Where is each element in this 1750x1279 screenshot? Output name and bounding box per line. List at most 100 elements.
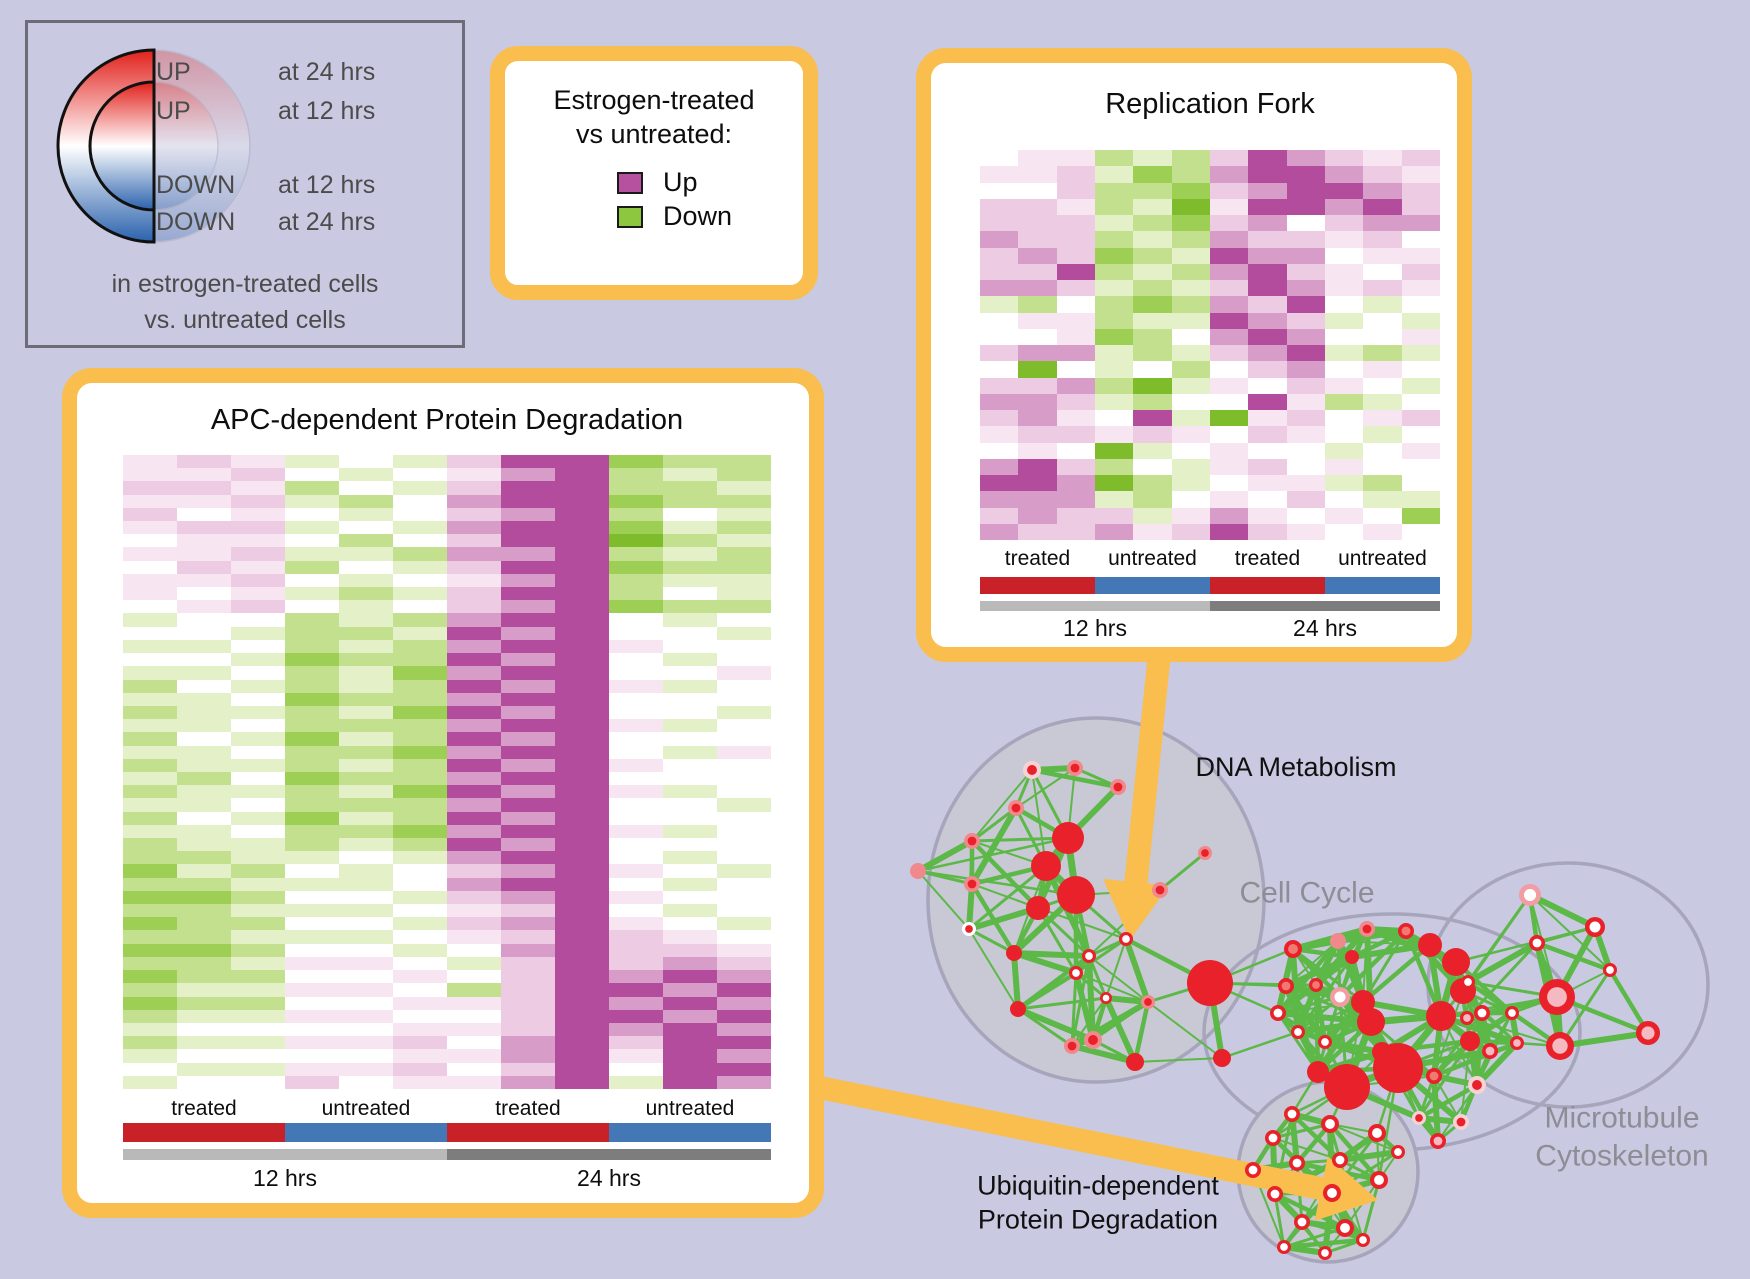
heatmap-cell [1286,247,1325,264]
heatmap-cell [1209,166,1249,183]
heatmap-cell [231,639,285,654]
heatmap-cell [1401,442,1440,459]
heatmap-cell [1056,361,1095,378]
heatmap-cell [609,639,663,654]
heatmap-cell [1094,150,1134,167]
heatmap-cell [501,666,555,680]
heatmap-cell [717,600,771,614]
heatmap-cell [501,494,555,508]
apc-time-bar [123,1149,771,1160]
heatmap-cell [1248,182,1287,199]
heatmap-cell [447,481,501,495]
heatmap-cell [123,1062,177,1076]
heatmap-cell [447,719,501,733]
heatmap-cell [1209,507,1249,524]
heatmap-cell [663,507,717,522]
heatmap-cell [123,613,177,627]
heatmap-cell [177,1036,231,1050]
heatmap-cell [555,1036,609,1050]
apc-group-labels: treated untreated treated untreated [123,1096,771,1121]
heatmap-cell [285,719,339,733]
heatmap-cell [285,877,339,891]
apc-group-label: untreated [645,1097,735,1120]
heatmap-cell [1363,150,1402,167]
heatmap-cell [609,1036,663,1050]
heatmap-cell [501,732,555,746]
heatmap-cell [717,626,771,640]
heatmap-cell [447,547,501,561]
heatmap-cell [447,983,501,997]
heatmap-cell [393,600,447,614]
heatmap-cell [1018,296,1057,313]
network-node-core [1362,924,1372,934]
network-edge [1147,1001,1223,1059]
heatmap-cell [123,507,177,522]
heatmap-cell [447,692,501,706]
down-color-swatch [617,205,643,228]
heatmap-cell [1363,280,1402,297]
heatmap-cell [555,877,609,891]
heatmap-cell [447,824,501,839]
untreated-bar-segment [609,1123,771,1142]
network-edge [1134,1057,1223,1063]
heatmap-cell [555,745,609,759]
heatmap-cell [717,996,771,1010]
heatmap-cell [1018,247,1057,264]
heatmap-cell [285,587,339,601]
heatmap-cell [555,613,609,627]
rf-group-label: untreated [1108,547,1197,570]
heatmap-cell [1171,182,1210,199]
network-node-core [1270,1189,1280,1199]
network-node [1324,1064,1370,1110]
heatmap-cell [1286,280,1325,297]
heatmap-cell [609,798,663,812]
heatmap-cell [717,811,771,825]
network-node-core [1288,944,1298,954]
heatmap-cell [393,785,447,799]
network-node-core [1312,981,1320,989]
network-edge [971,806,1017,843]
heatmap-cell [555,1022,609,1037]
network-node [910,863,926,879]
heatmap-cell [1248,247,1287,264]
heatmap-cell [1286,150,1325,167]
heatmap-cell [285,917,339,931]
heatmap-cell [1133,296,1172,313]
heatmap-cell [123,771,177,786]
heatmap-cell [447,851,501,865]
network-node-core [1088,1035,1098,1045]
heatmap-cell [393,468,447,482]
heatmap-cell [447,468,501,482]
heatmap-cell [1248,198,1287,215]
heatmap-cell [1094,215,1134,232]
heatmap-cell [717,758,771,772]
network-edge [971,836,1069,843]
network-edge [1075,972,1149,1003]
heatmap-cell [123,983,177,997]
untreated-bar-segment [1095,577,1210,594]
heatmap-cell [1171,280,1210,297]
heatmap-cell [1401,345,1440,362]
apc-12hrs-label: 12 hrs [253,1165,317,1191]
heatmap-cell [285,560,339,574]
heatmap-cell [1171,166,1210,183]
heatmap-cell [609,864,663,878]
heatmap-cell [1401,296,1440,313]
heatmap-cell [609,719,663,733]
heatmap-cell [555,1075,609,1089]
heatmap-cell [1056,442,1095,459]
heatmap-cell [717,838,771,852]
heatmap-cell [1248,523,1287,540]
treated-bar-segment [123,1123,285,1142]
inner-right-half-icon [153,81,219,211]
heatmap-cell [663,573,717,588]
heatmap-cell [393,771,447,786]
heatmap-cell [339,613,393,627]
heatmap-cell [177,732,231,746]
heatmap-cell [1018,410,1057,427]
heatmap-cell [285,983,339,997]
heatmap-cell [231,864,285,878]
network-node-core [1113,782,1123,792]
heatmap-cell [339,534,393,548]
